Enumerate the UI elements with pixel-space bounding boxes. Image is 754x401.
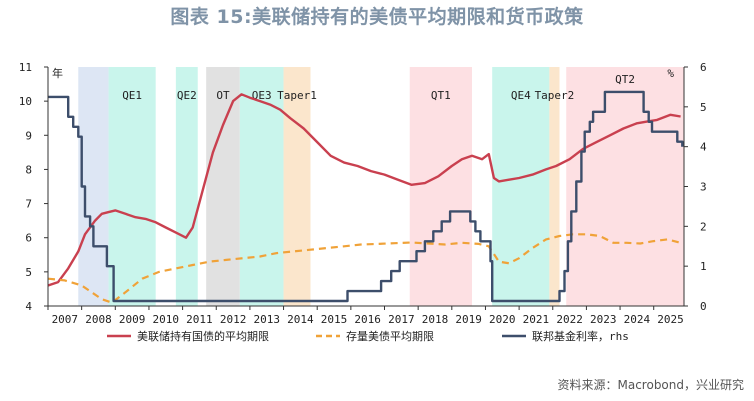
legend-label-0: 美联储持有国债的平均期限	[137, 329, 269, 343]
left-tick-label: 10	[19, 95, 32, 108]
x-tick-label: 2023	[590, 313, 617, 326]
period-label-qe2: QE2	[177, 89, 197, 102]
legend: 美联储持有国债的平均期限 存量美债平均期限 联邦基金利率，rhs	[107, 329, 629, 343]
left-tick-label: 11	[19, 61, 32, 74]
axes: 4 5 6 7 8 9 10 11 0 1 2 3 4 5 6 年 % 2007 2008 2009 2010 2011 2…	[19, 61, 707, 326]
x-tick-label: 2019	[455, 313, 482, 326]
right-tick-label: 0	[700, 300, 707, 313]
shaded-period-7	[492, 67, 550, 306]
x-tick-label: 2008	[85, 313, 112, 326]
x-tick-label: 2017	[388, 313, 415, 326]
left-tick-label: 8	[25, 163, 32, 176]
right-tick-label: 1	[700, 260, 707, 273]
x-tick-label: 2007	[52, 313, 79, 326]
x-tick-label: 2020	[489, 313, 516, 326]
series-line-2	[48, 90, 684, 303]
period-label-taper1: Taper1	[277, 89, 317, 102]
left-tick-label: 9	[25, 129, 32, 142]
x-tick-label: 2010	[153, 313, 180, 326]
left-tick-label: 7	[25, 198, 32, 211]
shaded-period-3	[206, 67, 240, 306]
period-label-qt2: QT2	[615, 73, 635, 86]
left-tick-label: 5	[25, 266, 32, 279]
x-tick-label: 2009	[119, 313, 146, 326]
chart-title: 图表 15:美联储持有的美债平均期限和货币政策	[170, 6, 584, 28]
x-tick-label: 2022	[556, 313, 583, 326]
legend-label-2: 联邦基金利率，rhs	[532, 329, 629, 343]
x-tick-label: 2014	[287, 313, 314, 326]
right-tick-label: 2	[700, 220, 707, 233]
right-unit-label: %	[667, 67, 674, 80]
x-tick-label: 2016	[354, 313, 381, 326]
right-tick-label: 4	[700, 141, 707, 154]
left-unit-label: 年	[52, 66, 63, 80]
right-tick-label: 6	[700, 61, 707, 74]
right-tick-label: 3	[700, 181, 707, 194]
series-line-1	[47, 233, 681, 304]
period-label-qt1: QT1	[431, 89, 451, 102]
left-tick-label: 6	[25, 232, 32, 245]
shaded-period-9	[566, 67, 684, 306]
shaded-periods	[78, 67, 684, 306]
x-tick-label: 2015	[321, 313, 348, 326]
period-label-qe4: QE4	[511, 89, 531, 102]
x-tick-label: 2013	[253, 313, 280, 326]
shaded-period-5	[283, 67, 311, 306]
shaded-period-6	[409, 67, 472, 306]
source-note: 资料来源：Macrobond，兴业研究	[557, 378, 745, 392]
x-tick-label: 2025	[657, 313, 684, 326]
shaded-period-1	[108, 67, 156, 306]
x-tick-label: 2012	[220, 313, 247, 326]
right-tick-label: 5	[700, 101, 707, 114]
series-line-0	[47, 93, 681, 287]
x-tick-label: 2021	[523, 313, 550, 326]
period-label-taper2: Taper2	[535, 89, 575, 102]
shaded-period-2	[175, 67, 198, 306]
period-label-ot: OT	[216, 89, 230, 102]
x-tick-label: 2024	[624, 313, 651, 326]
x-tick-label: 2011	[186, 313, 213, 326]
left-tick-label: 4	[25, 300, 32, 313]
period-label-qe1: QE1	[122, 89, 142, 102]
x-tick-label: 2018	[422, 313, 449, 326]
legend-label-1: 存量美债平均期限	[346, 329, 434, 343]
shaded-period-8	[549, 67, 560, 306]
series-lines	[47, 90, 684, 304]
